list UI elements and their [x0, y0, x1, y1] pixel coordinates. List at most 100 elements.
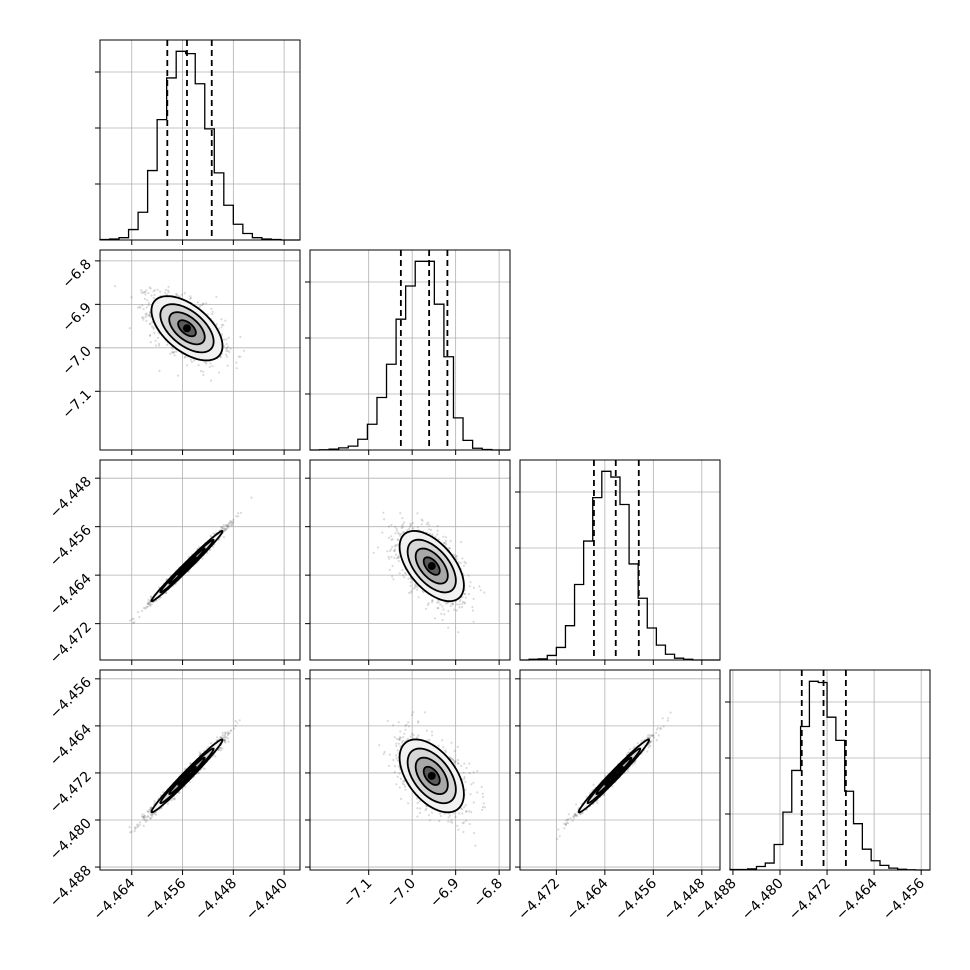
scatter-point: [227, 732, 230, 735]
scatter-point: [652, 736, 656, 739]
scatter-point: [144, 607, 147, 610]
scatter-point: [647, 746, 650, 749]
scatter-point: [415, 588, 419, 591]
scatter-point: [416, 586, 419, 589]
scatter-point: [165, 577, 168, 581]
scatter-point: [407, 591, 411, 595]
scatter-point: [437, 601, 440, 604]
scatter-point: [208, 365, 211, 368]
scatter-point: [222, 736, 225, 739]
density-peak-marker: [609, 771, 618, 780]
scatter-point: [175, 293, 178, 297]
scatter-point: [128, 327, 131, 330]
scatter-point: [147, 291, 150, 295]
scatter-point: [480, 785, 483, 789]
y-tick-label: −4.456: [47, 674, 95, 722]
scatter-point: [459, 598, 462, 601]
scatter-point: [396, 557, 399, 560]
scatter-point: [404, 788, 407, 791]
scatter-point: [205, 362, 208, 365]
scatter-point: [146, 605, 149, 608]
scatter-point: [204, 361, 207, 364]
scatter-point: [221, 731, 224, 735]
scatter-point: [222, 536, 225, 539]
scatter-point: [153, 812, 156, 815]
scatter-point: [164, 291, 167, 294]
scatter-point: [154, 339, 157, 343]
scatter-point: [178, 295, 181, 298]
scatter-point: [392, 758, 395, 762]
scatter-point: [198, 546, 201, 549]
scatter-point: [151, 813, 154, 816]
scatter-point: [142, 824, 145, 828]
scatter-point: [633, 762, 636, 765]
scatter-point: [158, 369, 161, 372]
scatter-point: [411, 711, 415, 714]
scatter-point: [201, 304, 204, 307]
scatter-point: [390, 523, 393, 527]
scatter-point: [238, 719, 241, 722]
scatter-point: [469, 581, 472, 584]
contour-line-3: [406, 747, 457, 805]
scatter-point: [145, 314, 148, 317]
scatter-point: [186, 364, 189, 367]
scatter-point: [145, 289, 148, 292]
scatter-point: [149, 812, 152, 815]
scatter-point: [147, 314, 150, 317]
scatter-point: [150, 603, 153, 606]
scatter-point: [650, 734, 654, 737]
scatter-point: [151, 813, 154, 816]
y-tick-label: −4.464: [47, 571, 95, 619]
scatter-point: [627, 751, 630, 754]
density-peak-marker: [182, 324, 191, 333]
y-tick-label: −4.456: [47, 522, 95, 570]
scatter-point: [152, 290, 155, 293]
scatter-point: [143, 815, 146, 818]
scatter-point: [229, 524, 232, 527]
scatter-point: [434, 535, 437, 538]
scatter-point: [444, 540, 447, 543]
scatter-point: [133, 826, 136, 829]
contour-line-2: [595, 756, 633, 796]
scatter-point: [405, 529, 409, 532]
scatter-point: [467, 574, 470, 577]
scatter-point: [439, 603, 442, 606]
scatter-point: [398, 772, 401, 775]
scatter-point: [401, 523, 405, 526]
scatter-point: [410, 591, 413, 594]
density-panel-3-1: −4.472−4.464−4.456−4.448: [47, 459, 301, 667]
scatter-point: [463, 560, 466, 564]
scatter-point: [193, 359, 196, 362]
scatter-point: [463, 775, 466, 779]
scatter-point: [479, 589, 482, 592]
scatter-point: [226, 734, 229, 737]
scatter-point: [141, 316, 144, 319]
scatter-point: [399, 534, 402, 538]
scatter-point: [399, 745, 402, 748]
scatter-point: [143, 815, 146, 818]
scatter-point: [461, 822, 464, 825]
scatter-point: [426, 739, 429, 742]
scatter-point: [390, 538, 393, 542]
scatter-point: [416, 801, 419, 805]
y-tick-label: −6.8: [59, 256, 94, 291]
scatter-point: [166, 802, 169, 806]
scatter-point: [574, 814, 577, 817]
scatter-point: [416, 526, 420, 529]
panel-frame: [99, 39, 301, 241]
scatter-point: [476, 791, 479, 794]
contour-line-4: [150, 295, 224, 362]
scatter-point: [418, 811, 422, 815]
scatter-point: [603, 793, 606, 797]
scatter-point: [197, 364, 200, 367]
scatter-point: [423, 711, 426, 714]
y-tick-label: −4.448: [47, 474, 95, 522]
scatter-point: [227, 730, 230, 734]
scatter-point: [390, 535, 393, 538]
scatter-point: [566, 818, 569, 821]
scatter-point: [175, 350, 178, 353]
scatter-point: [592, 783, 595, 786]
scatter-point: [649, 740, 652, 744]
scatter-point: [468, 772, 471, 775]
scatter-point: [596, 801, 599, 805]
